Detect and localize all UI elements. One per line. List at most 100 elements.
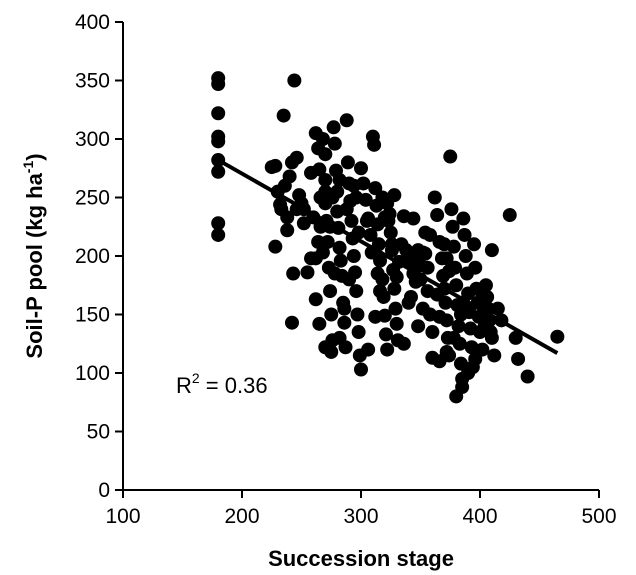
y-tick-label: 100 <box>75 362 110 385</box>
data-point <box>344 213 359 228</box>
data-point <box>308 292 323 307</box>
data-point <box>456 211 471 226</box>
data-point <box>437 237 452 252</box>
data-point <box>480 289 495 304</box>
data-point <box>396 336 411 351</box>
data-point <box>349 284 364 299</box>
r-squared-annotation: R2 = 0.36 <box>176 370 268 398</box>
data-point <box>315 132 330 146</box>
data-point <box>373 284 388 299</box>
data-point <box>211 164 226 179</box>
data-point <box>286 266 301 281</box>
y-tick-label: 300 <box>75 128 110 151</box>
data-point <box>284 315 299 330</box>
data-point <box>361 342 376 357</box>
data-point <box>211 77 226 92</box>
data-point <box>425 350 440 365</box>
data-point <box>375 190 390 205</box>
data-point <box>332 172 347 187</box>
x-axis-ticks: 100 200 300 400 500 <box>105 490 617 528</box>
data-point <box>439 251 454 266</box>
data-point <box>453 307 468 322</box>
data-point <box>280 210 295 225</box>
data-point <box>457 227 472 242</box>
data-point <box>354 161 368 176</box>
data-point <box>415 301 430 316</box>
y-axis-title: Soil-P pool (kg ha-1) <box>20 153 47 358</box>
data-point <box>520 369 535 384</box>
data-point <box>387 188 402 203</box>
data-point <box>508 330 523 345</box>
regression-line <box>217 158 559 355</box>
data-point <box>484 243 499 258</box>
data-point <box>468 260 483 275</box>
data-point <box>359 213 374 228</box>
r-squared-prefix: R <box>176 373 192 398</box>
y-tick-label: 200 <box>75 245 110 268</box>
data-point <box>308 251 323 266</box>
y-axis-title-sup: -1 <box>20 161 36 174</box>
data-point <box>430 287 445 302</box>
data-point <box>378 327 393 342</box>
data-point <box>349 190 364 205</box>
data-point <box>446 330 461 345</box>
data-point <box>370 266 385 281</box>
data-point <box>350 307 365 322</box>
data-point <box>444 202 459 217</box>
x-tick-label: 500 <box>581 505 616 528</box>
data-point <box>211 134 226 149</box>
data-point <box>432 309 447 324</box>
data-point <box>327 136 342 151</box>
data-point <box>377 210 392 225</box>
y-axis-title-main: Soil-P pool (kg ha <box>22 172 47 358</box>
data-point <box>408 274 423 289</box>
data-point <box>411 319 426 334</box>
data-point <box>363 227 378 242</box>
data-point <box>327 266 342 281</box>
data-point <box>389 270 404 285</box>
data-point <box>346 249 361 263</box>
data-point <box>478 278 493 293</box>
data-point <box>380 342 395 357</box>
data-point <box>311 234 326 249</box>
data-point <box>550 329 565 344</box>
data-point <box>458 249 473 263</box>
y-tick-label: 400 <box>75 11 110 34</box>
y-tick-label: 0 <box>98 479 110 502</box>
data-point <box>211 227 226 242</box>
data-point <box>413 258 428 273</box>
y-tick-label: 50 <box>87 421 110 444</box>
data-point <box>449 278 464 293</box>
x-tick-label: 300 <box>343 505 378 528</box>
data-point <box>318 184 333 199</box>
data-point <box>300 265 315 280</box>
data-point <box>368 309 383 324</box>
data-point <box>326 120 341 135</box>
data-point <box>406 211 421 226</box>
data-point <box>287 73 302 88</box>
y-tick-label: 250 <box>75 187 110 210</box>
data-point <box>451 319 466 334</box>
y-axis-title-close: ) <box>22 153 47 160</box>
data-point <box>502 208 517 223</box>
data-point <box>403 289 418 304</box>
data-point <box>367 137 382 152</box>
points-layer <box>211 71 565 404</box>
x-axis-title: Succession stage <box>268 546 454 571</box>
data-point <box>418 246 433 261</box>
data-point <box>389 316 404 331</box>
x-tick-label: 100 <box>105 505 140 528</box>
data-point <box>342 272 357 287</box>
data-point <box>443 149 458 164</box>
data-point <box>427 190 442 205</box>
data-point <box>346 178 361 193</box>
data-point <box>464 340 479 355</box>
data-point <box>280 223 295 238</box>
data-point <box>430 208 445 223</box>
data-point <box>211 216 226 231</box>
data-point <box>337 315 352 330</box>
data-point <box>445 219 460 234</box>
data-point <box>490 301 505 316</box>
data-point <box>332 330 347 345</box>
